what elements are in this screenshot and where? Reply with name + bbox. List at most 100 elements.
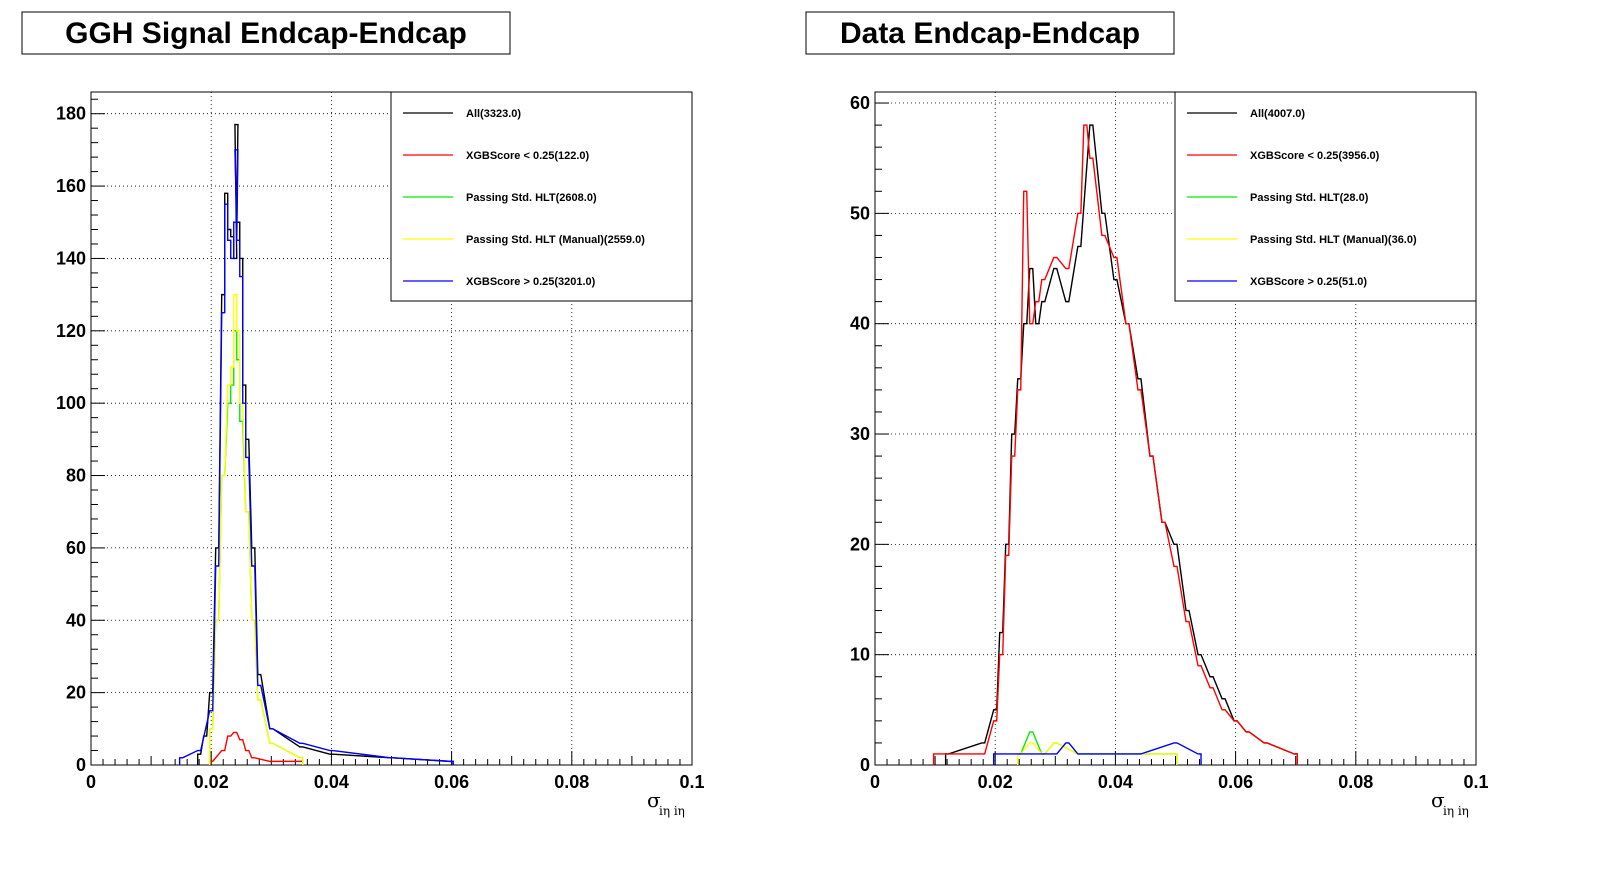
data-point-xgb_high <box>1030 753 1032 755</box>
data-point-xgb_low <box>982 753 984 755</box>
y-tick-label: 120 <box>56 321 86 341</box>
data-point-xgb_high <box>270 728 272 730</box>
data-point-xgb_high <box>240 275 242 278</box>
data-point-xgb_high <box>1078 753 1080 755</box>
data-point-all <box>1066 301 1068 303</box>
data-point-xgb_high <box>994 753 996 755</box>
data-point-all <box>1222 698 1225 700</box>
data-point-xgb_high <box>246 456 248 459</box>
data-point-xgb_low <box>228 735 230 737</box>
data-point-all <box>1000 632 1002 634</box>
x-tick-label: 0.06 <box>434 772 469 792</box>
data-point-manual_hlt <box>210 728 212 730</box>
data-point-all <box>1030 267 1032 270</box>
data-point-all <box>1036 323 1038 325</box>
data-point-manual_hlt <box>1174 753 1177 755</box>
data-point-manual_hlt <box>258 699 260 701</box>
legend-label-xgb_low: XGBScore < 0.25(122.0) <box>466 150 590 162</box>
y-tick-label: 40 <box>850 314 870 334</box>
data-point-xgb_high <box>390 757 393 759</box>
data-point-xgb_high <box>222 312 224 314</box>
data-point-manual_hlt <box>252 619 254 621</box>
data-point-all <box>330 753 332 755</box>
x-axis-title-subscript: iη iη <box>659 804 685 818</box>
data-point-manual_hlt <box>300 757 302 759</box>
legend-label-all: All(3323.0) <box>466 108 521 120</box>
data-point-xgb_high <box>258 684 260 686</box>
legend-label-manual_hlt: Passing Std. HLT (Manual)(2559.0) <box>466 234 645 246</box>
data-point-xgb_high <box>180 757 182 759</box>
data-point-xgb_high <box>252 565 254 567</box>
data-point-std_hlt <box>234 330 236 332</box>
y-tick-label: 20 <box>66 683 86 703</box>
data-point-xgb_high <box>1174 742 1177 744</box>
data-point-xgb_low <box>1066 267 1068 270</box>
y-tick-label: 140 <box>56 248 86 268</box>
x-tick-label: 0.06 <box>1218 772 1253 792</box>
data-point-xgb_low <box>1150 455 1153 457</box>
legend-label-std_hlt: Passing Std. HLT(28.0) <box>1250 192 1369 204</box>
chart-title-box <box>805 11 1175 55</box>
y-tick-label: 30 <box>850 424 870 444</box>
chart-title: Data Endcap-Endcap <box>840 17 1140 50</box>
data-point-xgb_low <box>1114 256 1116 259</box>
data-point-all <box>235 123 238 126</box>
legend-label-xgb_high: XGBScore > 0.25(51.0) <box>1250 276 1367 288</box>
x-tick-label: 0.08 <box>554 772 589 792</box>
data-point-xgb_low <box>1126 323 1129 325</box>
x-tick-label: 0.02 <box>978 772 1013 792</box>
data-point-xgb_low <box>240 739 242 741</box>
data-point-xgb_high <box>216 565 218 567</box>
y-tick-label: 10 <box>850 645 870 665</box>
legend-label-xgb_high: XGBScore > 0.25(3201.0) <box>466 276 596 288</box>
data-point-xgb_high <box>237 239 239 241</box>
data-point-all <box>1024 323 1026 325</box>
data-point-xgb_low <box>1084 124 1086 126</box>
data-point-all <box>1210 676 1213 678</box>
x-axis-title-subscript: iη iη <box>1443 804 1469 818</box>
data-point-all <box>1174 543 1177 545</box>
data-point-xgb_high <box>1054 753 1056 755</box>
data-point-all <box>1102 212 1104 214</box>
data-point-std_hlt <box>228 402 230 404</box>
data-point-xgb_low <box>210 760 212 762</box>
data-point-xgb_low <box>934 753 936 755</box>
data-point-manual_hlt <box>246 511 248 513</box>
data-point-all <box>210 692 212 694</box>
data-point-xgb_low <box>1295 753 1297 755</box>
data-point-xgb_high <box>300 742 302 744</box>
data-point-manual_hlt <box>234 294 236 296</box>
data-point-all <box>228 228 230 231</box>
data-point-xgb_low <box>300 760 302 762</box>
x-tick-label: 0.02 <box>194 772 229 792</box>
data-point-manual_hlt <box>1030 742 1032 744</box>
data-point-all <box>1006 543 1008 545</box>
legend-label-manual_hlt: Passing Std. HLT (Manual)(36.0) <box>1250 234 1417 246</box>
data-point-xgb_low <box>1102 234 1104 237</box>
y-tick-label: 60 <box>66 538 86 558</box>
data-point-xgb_high <box>198 749 200 752</box>
data-point-manual_hlt <box>240 402 242 404</box>
data-point-all <box>1012 433 1014 435</box>
series-line-xgb_low <box>932 124 1298 765</box>
x-tick-label: 0.1 <box>1463 772 1488 792</box>
data-point-all <box>1090 124 1092 126</box>
y-tick-label: 180 <box>56 104 86 124</box>
data-point-xgb_low <box>1036 301 1038 303</box>
data-point-xgb_low <box>252 757 254 759</box>
data-point-xgb_low <box>222 749 224 752</box>
data-point-all <box>1186 609 1189 612</box>
data-point-xgb_low <box>1210 687 1213 689</box>
data-point-all <box>1114 278 1116 281</box>
data-point-xgb_high <box>228 239 230 241</box>
data-point-all <box>1054 267 1056 270</box>
y-tick-label: 0 <box>860 755 870 775</box>
data-point-xgb_high <box>243 402 245 404</box>
data-point-all <box>240 257 242 260</box>
data-point-xgb_high <box>1138 753 1141 755</box>
data-point-xgb_low <box>1235 720 1237 722</box>
data-point-all <box>222 294 224 296</box>
y-tick-label: 20 <box>850 534 870 554</box>
data-point-manual_hlt <box>216 619 218 621</box>
